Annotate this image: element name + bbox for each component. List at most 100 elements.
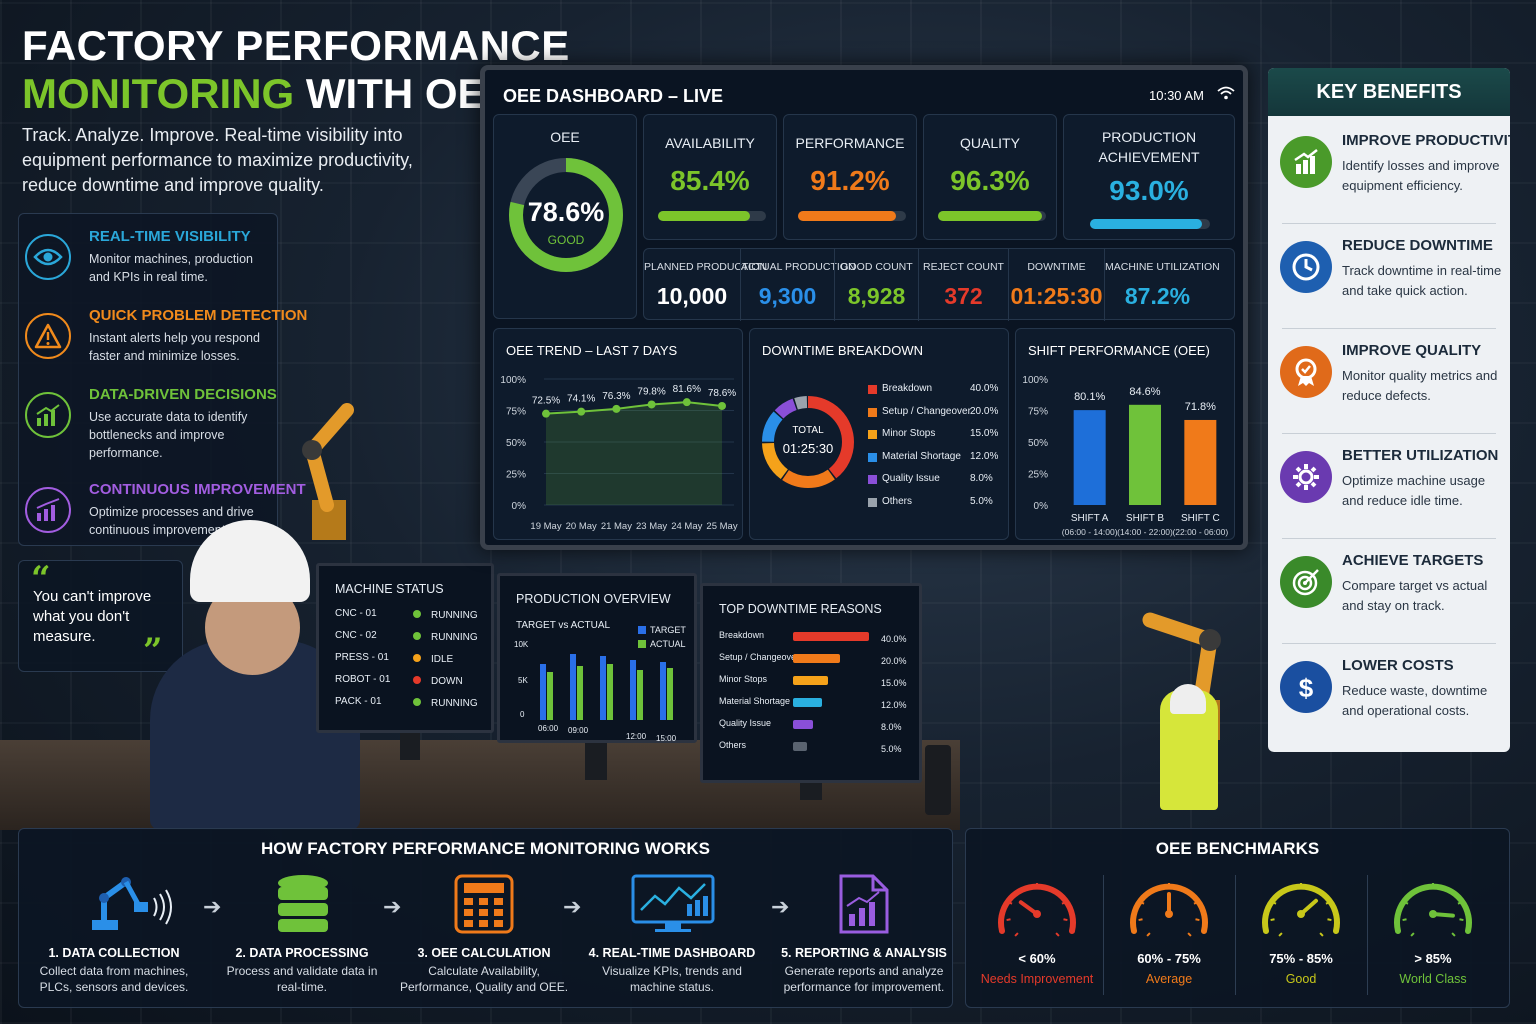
benchmarks-title: OEE BENCHMARKS: [1155, 839, 1320, 858]
benefit-desc: Identify losses and improve equipment ef…: [1342, 158, 1500, 193]
legend-value: 12.0%: [970, 450, 999, 462]
machine-name: CNC - 02: [335, 630, 377, 641]
kpi-quality: QUALITY 96.3%: [923, 114, 1057, 240]
downtime-reason: Setup / Changeover: [719, 652, 800, 662]
downtime-value: 40.0%: [881, 634, 907, 644]
machine-name: ROBOT - 01: [335, 674, 391, 685]
status-dot: [413, 676, 421, 684]
shift-performance-panel: SHIFT PERFORMANCE (OEE) 100% 75% 50% 25% 0% 8…: [1015, 328, 1235, 540]
trend-data-label: 76.3%: [602, 391, 630, 402]
trend-data-label: 72.5%: [532, 396, 560, 407]
count-item: REJECT COUNT 372: [918, 249, 1008, 321]
feature-title: REAL-TIME VISIBILITY: [89, 228, 251, 245]
legend-label: Others: [882, 495, 913, 507]
benefit-achieve-targets: ACHIEVE TARGETS Compare target vs actual …: [1268, 542, 1510, 646]
production-overview-subtitle: TARGET vs ACTUAL: [516, 620, 611, 631]
dashboard-title: OEE DASHBOARD – LIVE: [503, 86, 724, 106]
title-highlight: MONITORING: [22, 70, 295, 117]
productivity-chart-icon: [1280, 136, 1332, 188]
benefit-improve-quality: IMPROVE QUALITY Monitor quality metrics a…: [1268, 332, 1510, 436]
legend-label: Material Shortage: [882, 450, 961, 462]
downtime-bar: [793, 720, 813, 729]
shift-bar: [1073, 410, 1106, 505]
machine-name: PRESS - 01: [335, 652, 389, 663]
benefit-improve-productivity: IMPROVE PRODUCTIVITY Identify losses and …: [1268, 122, 1510, 226]
worker-helmet-right: [1170, 684, 1206, 714]
speedometer-icon: [1262, 883, 1340, 937]
downtime-title: DOWNTIME BREAKDOWN: [762, 343, 924, 358]
kpi-value: 96.3%: [950, 165, 1030, 196]
production-overview-monitor: PRODUCTION OVERVIEW TARGET vs ACTUAL TAR…: [497, 573, 697, 743]
benefit-better-utilization: BETTER UTILIZATION Optimize machine usage…: [1268, 437, 1510, 541]
downtime-bar: [793, 698, 822, 707]
kpi-progress-bar: [798, 211, 896, 221]
oee-trend-chart: 100% 75% 50% 25% 0% 72.5% 19 May 74.1% 20 May 76.…: [500, 375, 737, 532]
downtime-value: 20.0%: [881, 656, 907, 666]
y-tick-label: 25%: [506, 470, 526, 481]
benefit-desc: Compare target vs actual and stay on tra…: [1342, 578, 1488, 613]
step-title: 3. OEE CALCULATION: [417, 946, 551, 960]
close-quote-icon: ”: [143, 631, 163, 671]
donut-slice: [762, 396, 854, 488]
title-rest: WITH OEE: [294, 70, 514, 117]
count-item: GOOD COUNT 8,928: [834, 249, 918, 321]
y-tick-label: 50%: [506, 438, 526, 449]
kpi-progress-bar: [1090, 219, 1202, 229]
legend-swatch: [868, 497, 877, 507]
oee-dashboard: OEE DASHBOARD – LIVE 10:30 AM OEE 78.6% …: [480, 65, 1248, 550]
gear-icon: [1280, 451, 1332, 503]
x-tick: 06:00: [538, 724, 559, 733]
divider: [1282, 223, 1496, 224]
status-dot: [413, 654, 421, 662]
downtime-reason: Material Shortage: [719, 696, 791, 706]
bar-chart-icon: [25, 392, 71, 438]
count-label: GOOD COUNT: [840, 261, 913, 273]
page-title-line2: MONITORING WITH OEE: [22, 70, 514, 118]
shift-category-label: SHIFT B: [1126, 513, 1164, 524]
legend-value: 15.0%: [970, 428, 999, 439]
kpi-progress-bar: [938, 211, 1042, 221]
oee-panel: OEE 78.6% GOOD: [493, 114, 637, 319]
downtime-reason: Quality Issue: [719, 718, 772, 728]
legend-value: 40.0%: [970, 383, 999, 394]
step-desc: Visualize KPIs, trends and machine statu…: [602, 964, 742, 994]
step-desc: Collect data from machines, PLCs, sensor…: [39, 964, 189, 994]
x-tick-label: 25 May: [706, 521, 737, 532]
downtime-bar: [793, 742, 807, 751]
benchmark-range: 60% - 75%: [1137, 951, 1201, 966]
step-title: 1. DATA COLLECTION: [48, 946, 180, 960]
production-counts: PLANNED PRODUCTION 10,000 ACTUAL PRODUCTIO…: [643, 248, 1235, 321]
robot-arm-background: [302, 403, 354, 540]
legend-swatch: [868, 430, 877, 439]
benefit-title: IMPROVE PRODUCTIVITY: [1342, 132, 1510, 149]
shift-title: SHIFT PERFORMANCE (OEE): [1028, 343, 1210, 358]
y-tick-label: 0%: [512, 501, 527, 512]
top-downtime-monitor: TOP DOWNTIME REASONS Breakdown 40.0% Setup…: [700, 583, 922, 783]
kpi-label: AVAILABILITY: [665, 135, 755, 151]
legend-swatch: [868, 385, 877, 394]
shift-bar: [1184, 419, 1217, 505]
benchmark-range: 75% - 85%: [1269, 951, 1333, 966]
legend-value: 8.0%: [970, 473, 993, 484]
x-tick-label: 21 May: [601, 521, 632, 532]
machine-status: DOWN: [431, 676, 463, 687]
database-icon: [278, 875, 328, 932]
x-tick-label: 20 May: [566, 521, 597, 532]
benefit-reduce-downtime: REDUCE DOWNTIME Track downtime in real-ti…: [1268, 227, 1510, 331]
feature-title: QUICK PROBLEM DETECTION: [89, 307, 308, 324]
feature-title: CONTINUOUS IMPROVEMENT: [89, 481, 306, 498]
arrow-icon: ➔: [771, 894, 790, 919]
report-icon: [839, 874, 889, 934]
trend-data-label: 78.6%: [708, 388, 736, 399]
benefit-title: REDUCE DOWNTIME: [1342, 237, 1493, 254]
how-title: HOW FACTORY PERFORMANCE MONITORING WORKS: [261, 839, 710, 858]
divider: [1103, 875, 1104, 995]
step-title: 2. DATA PROCESSING: [235, 946, 369, 960]
downtime-total-label: TOTAL: [792, 425, 824, 436]
oee-gauge: [509, 158, 623, 272]
robot-arm-icon: [92, 877, 172, 930]
benefit-title: BETTER UTILIZATION: [1342, 447, 1499, 464]
machine-status: RUNNING: [431, 610, 478, 621]
benchmark-label: Needs Improvement: [980, 972, 1094, 986]
trend-point: [718, 401, 726, 410]
